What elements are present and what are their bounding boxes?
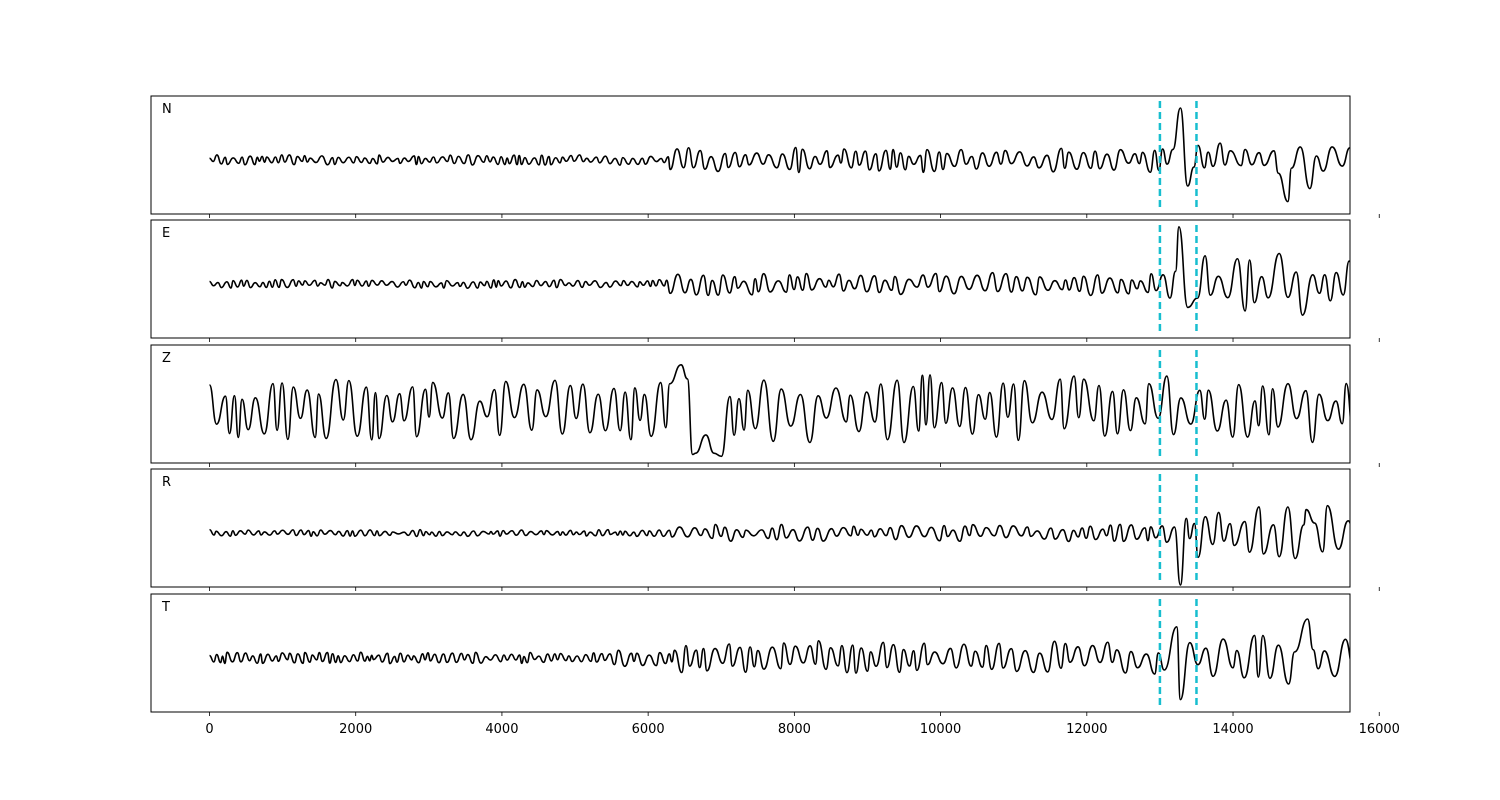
waveform-trace-t — [209, 618, 1350, 701]
panel-r: R — [150, 468, 1380, 591]
panel-n: N — [150, 95, 1380, 218]
channel-label: N — [162, 102, 172, 117]
channel-label: T — [161, 600, 170, 615]
axes-frame — [150, 95, 1351, 215]
x-tick-label: 10000 — [920, 722, 961, 737]
channel-label: E — [162, 226, 170, 241]
x-tick-label: 6000 — [632, 722, 665, 737]
axes-frame — [150, 219, 1351, 339]
x-tick-label: 8000 — [778, 722, 811, 737]
x-tick-label: 16000 — [1359, 722, 1400, 737]
channel-label: R — [162, 475, 171, 490]
waveform-trace-e — [209, 226, 1350, 316]
waveform-trace-z — [208, 364, 1350, 458]
x-tick-label: 12000 — [1066, 722, 1107, 737]
x-tick-label: 2000 — [339, 722, 372, 737]
x-tick-label: 0 — [205, 722, 213, 737]
panel-t: T — [150, 593, 1380, 716]
waveform-trace-n — [209, 107, 1350, 203]
panel-e: E — [150, 219, 1380, 342]
x-tick-label: 14000 — [1212, 722, 1253, 737]
panel-z: Z — [150, 344, 1380, 467]
waveform-trace-r — [209, 504, 1350, 586]
axes-frame — [150, 468, 1351, 588]
x-tick-label: 4000 — [485, 722, 518, 737]
channel-label: Z — [162, 351, 171, 366]
